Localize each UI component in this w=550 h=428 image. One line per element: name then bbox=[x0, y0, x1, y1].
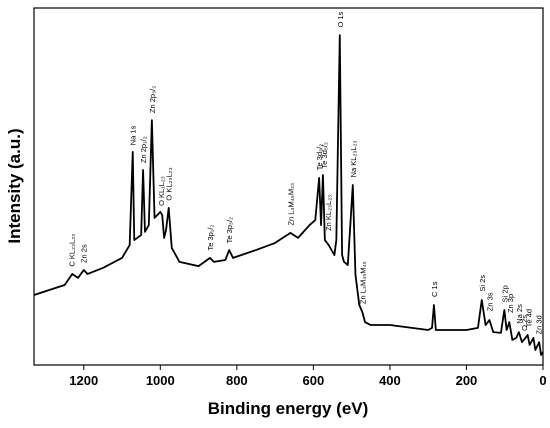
plot-frame bbox=[33, 7, 544, 366]
spectrum-line bbox=[33, 34, 544, 356]
peak-label: Te 3d₅/₂ bbox=[320, 142, 329, 168]
peak-label: Zn 2s bbox=[80, 244, 89, 263]
peak-label: Zn KL₂₃L₂₃ bbox=[324, 195, 333, 231]
x-tick-label: 0 bbox=[539, 373, 546, 388]
peak-label: Na 2s bbox=[515, 304, 524, 324]
x-tick-label: 200 bbox=[456, 373, 478, 388]
peak-label: C 1s bbox=[430, 281, 439, 297]
x-tick-label: 800 bbox=[226, 373, 248, 388]
peak-label: Zn 3s bbox=[485, 292, 494, 311]
peak-label: Zn L₃M₄₅M₄₅ bbox=[358, 261, 367, 304]
x-tick-label: 1200 bbox=[69, 373, 98, 388]
peak-label: Si 2s bbox=[478, 275, 487, 292]
peak-label: Si 2p bbox=[500, 285, 509, 302]
peak-label: Zn 3p bbox=[506, 294, 515, 313]
peak-label: Na 1s bbox=[129, 125, 138, 145]
x-tick-label: 400 bbox=[379, 373, 401, 388]
peak-label: Te 3d₃/₂ bbox=[315, 144, 324, 170]
x-axis-title: Binding energy (eV) bbox=[208, 399, 369, 418]
peak-label: O 1s bbox=[336, 11, 345, 27]
x-tick-label: 1000 bbox=[146, 373, 175, 388]
peak-label: O KL₁L₂₃ bbox=[157, 176, 166, 206]
peak-label: Te 4d bbox=[524, 309, 533, 327]
peak-label: O KL₂₃L₂₃ bbox=[165, 167, 174, 200]
peak-label: Zn L₃M₄₅M₂₃ bbox=[286, 183, 295, 226]
peak-label: Na KL₂₃L₂₃ bbox=[349, 140, 358, 177]
peak-label: Zn 3d bbox=[534, 315, 543, 334]
peak-label: C KL₂₃L₂₃ bbox=[68, 234, 77, 267]
peak-label: Zn 2p₃/₂ bbox=[148, 86, 157, 113]
peak-label: Zn 2p₁/₂ bbox=[139, 136, 148, 163]
peak-label: Te 3p₃/₂ bbox=[225, 217, 234, 243]
y-axis-title: Intensity (a.u.) bbox=[5, 128, 24, 243]
peak-label: O 2s bbox=[520, 315, 529, 331]
peak-label: Te 3p₁/₂ bbox=[206, 225, 215, 251]
x-tick-label: 600 bbox=[303, 373, 325, 388]
